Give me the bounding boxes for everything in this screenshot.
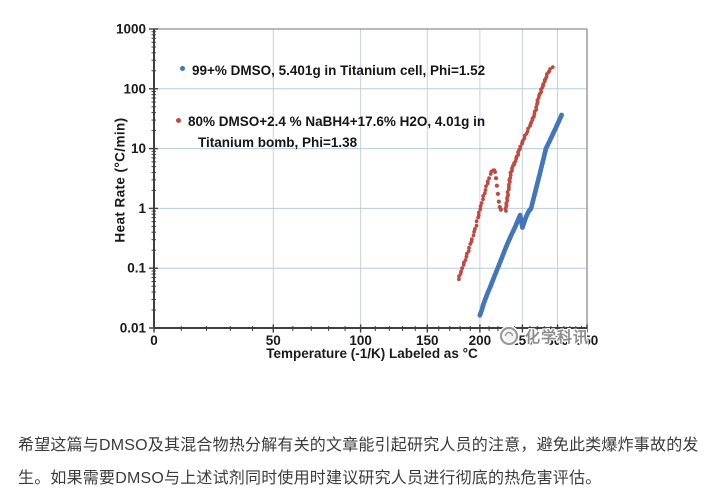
svg-text:1: 1: [138, 201, 146, 216]
x-tick-labels: 0 50 100 150 200 250 300 350: [150, 333, 598, 348]
legend-label-mixture-line2: Titanium bomb, Phi=1.38: [198, 135, 358, 150]
article-caption: 希望这篇与DMSO及其混合物热分解有关的文章能引起研究人员的注意，避免此类爆炸事…: [18, 429, 714, 495]
legend-entry-dmso: 99+% DMSO, 5.401g in Titanium cell, Phi=…: [180, 60, 485, 81]
x-axis-title: Temperature (-1/K) Labeled as °C: [266, 346, 478, 361]
svg-text:0.1: 0.1: [127, 261, 146, 276]
y-tick-labels: 1000 100 10 1 0.1 0.01: [116, 22, 147, 336]
heat-rate-chart: 0 50 100 150 200 250 300 350 1000 100 10 1 0.1 0.01 H…: [112, 22, 599, 362]
caption-line-1: 希望这篇与DMSO及其混合物热分解有关的文章能引起研究人员的注意，避免此类爆炸事…: [18, 437, 699, 454]
legend-marker-blue-icon: [180, 66, 185, 71]
legend-label-mixture-line1: 80% DMSO+2.4 % NaBH4+17.6% H2O, 4.01g in: [188, 114, 486, 129]
svg-text:300: 300: [546, 333, 569, 348]
y-axis-title: Heat Rate (°C/min): [112, 117, 128, 243]
svg-text:100: 100: [349, 333, 372, 348]
watermark: 化学科讯: [498, 325, 589, 347]
series-blue-dmso: [477, 112, 564, 318]
svg-text:0.01: 0.01: [120, 321, 147, 336]
watermark-logo-icon: [498, 325, 520, 347]
svg-text:200: 200: [469, 333, 492, 348]
legend-marker-red-icon: [176, 118, 181, 123]
svg-text:350: 350: [576, 333, 599, 348]
svg-text:10: 10: [131, 141, 146, 156]
svg-text:100: 100: [123, 81, 146, 96]
series-red-mixture: [457, 65, 555, 282]
svg-text:50: 50: [266, 333, 281, 348]
svg-text:0: 0: [150, 333, 158, 348]
watermark-text: 化学科讯: [525, 328, 590, 346]
svg-text:1000: 1000: [116, 22, 146, 37]
caption-line-2: 生。如果需要DMSO与上述试剂同时使用时建议研究人员进行彻底的热危害评估。: [18, 470, 602, 487]
gridlines: [154, 29, 587, 328]
svg-text:150: 150: [416, 333, 439, 348]
legend-entry-mixture: 80% DMSO+2.4 % NaBH4+17.6% H2O, 4.01g in…: [176, 111, 485, 153]
legend-label-dmso: 99+% DMSO, 5.401g in Titanium cell, Phi=…: [192, 63, 486, 78]
